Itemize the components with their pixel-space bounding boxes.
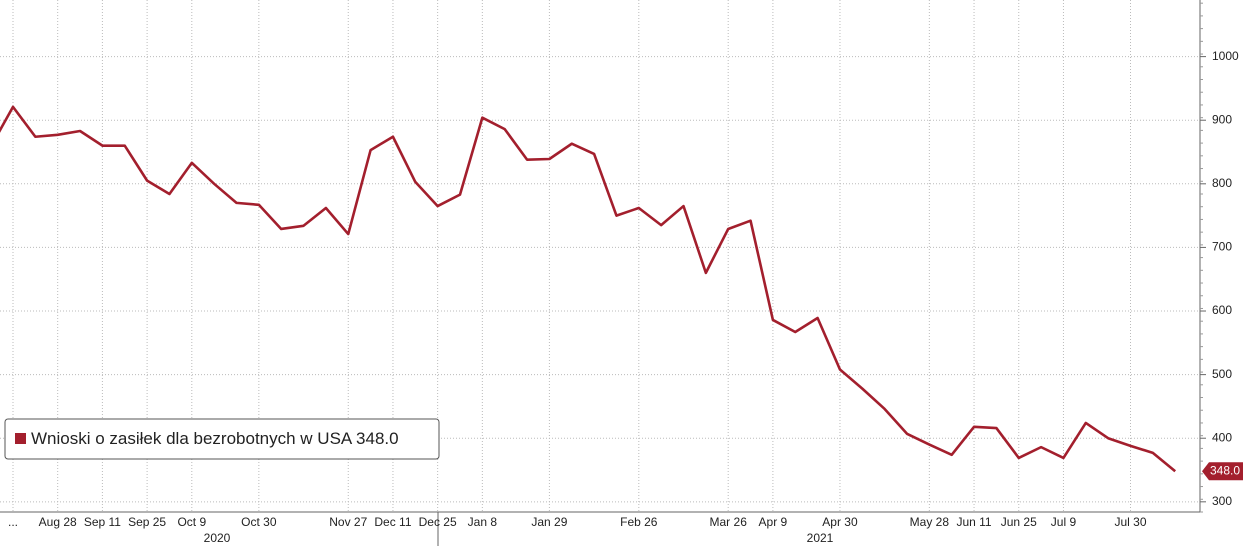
x-tick-label: Jul 9 (1051, 515, 1077, 529)
last-value-label: 348.0 (1210, 463, 1240, 477)
x-tick-label: Jan 8 (468, 515, 498, 529)
x-tick-label: Jul 30 (1114, 515, 1146, 529)
legend-last-value: 348.0 (356, 429, 399, 448)
legend-box (4, 418, 440, 460)
last-value-tag (1202, 462, 1243, 481)
x-tick-label: Jun 25 (1001, 515, 1037, 529)
series-line (0, 105, 1177, 473)
x-tick-label: Jan 29 (531, 515, 567, 529)
x-tick-label: Apr 9 (759, 515, 788, 529)
y-tick-label: 400 (1212, 430, 1232, 444)
x-tick-label: Aug 28 (39, 515, 77, 529)
legend: Wnioski o zasiłek dla bezrobotnych w USA… (4, 418, 440, 460)
x-tick-label: Sep 11 (84, 515, 121, 529)
legend-label: Wnioski o zasiłek dla bezrobotnych w USA… (31, 429, 399, 448)
x-tick-label: Dec 11 (374, 515, 411, 529)
x-tick-label: Oct 30 (241, 515, 277, 529)
y-tick-label: 900 (1212, 112, 1232, 126)
x-tick-label: Oct 9 (177, 515, 206, 529)
x-tick-label: Mar 26 (710, 515, 748, 529)
plot-area (0, 105, 1177, 473)
x-tick-label: Nov 27 (329, 515, 367, 529)
x-tick-label: Dec 25 (419, 515, 457, 529)
y-tick-label: 300 (1212, 494, 1232, 508)
x-tick-label: Sep 25 (128, 515, 166, 529)
x-tick-label: Jun 11 (956, 515, 991, 529)
x-tick-label: Apr 30 (822, 515, 858, 529)
y-tick-label: 1000 (1212, 49, 1239, 63)
y-tick-label: 500 (1212, 367, 1232, 381)
x-tick-label: May 28 (910, 515, 950, 529)
x-tick-label: ... (8, 515, 18, 529)
y-tick-label: 700 (1212, 240, 1232, 254)
year-label: 2020 (204, 531, 231, 545)
legend-swatch (15, 433, 26, 444)
legend-series-name: Wnioski o zasiłek dla bezrobotnych w USA (31, 429, 353, 448)
x-tick-label: Feb 26 (620, 515, 658, 529)
y-tick-label: 600 (1212, 303, 1232, 317)
labels: 300 400 500 600 700 800 900 1000... Aug 28 Sep 11… (8, 2, 1243, 545)
y-tick-label: 800 (1212, 176, 1232, 190)
year-label: 2021 (807, 531, 834, 545)
